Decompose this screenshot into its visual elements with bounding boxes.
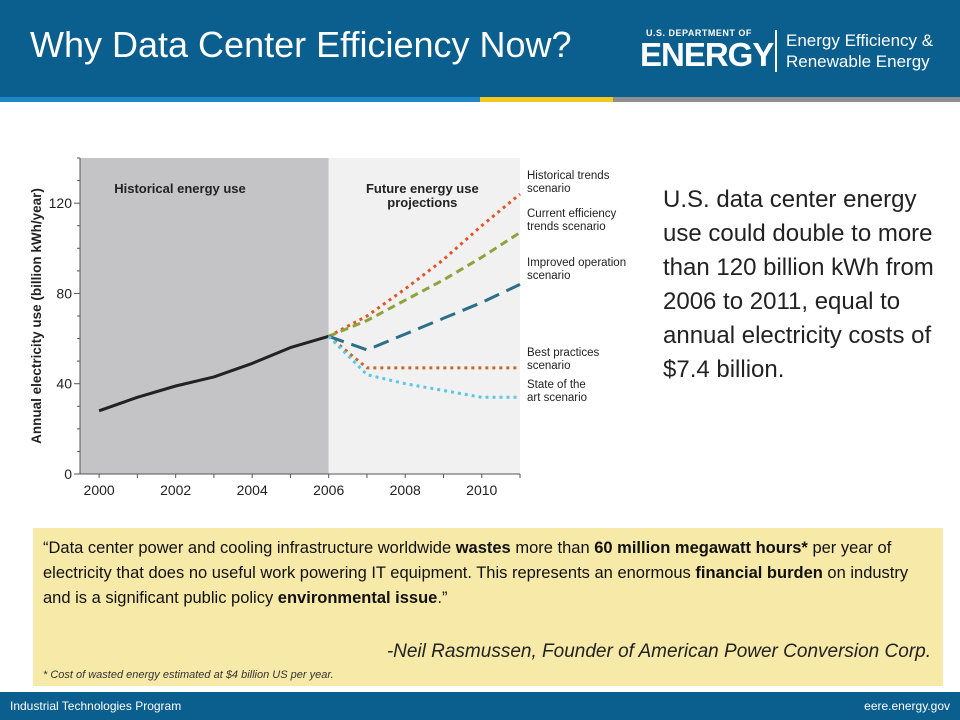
logo-eere-line1: Energy Efficiency &	[786, 31, 934, 50]
chart-y-tick-label: 40	[56, 376, 72, 392]
quote-bold-wastes: wastes	[455, 539, 511, 557]
chart-series-label-1-1: scenario	[527, 183, 570, 195]
chart-x-tick-label: 2010	[466, 482, 497, 498]
side-text: U.S. data center energy use could double…	[663, 186, 934, 383]
accent-bar-blue	[0, 97, 480, 102]
quote-bold-financial: financial burden	[695, 564, 823, 582]
chart-x-tick-label: 2002	[160, 482, 191, 498]
chart-series-label-3-1: scenario	[527, 270, 570, 282]
chart-series-label-2-1: trends scenario	[527, 221, 606, 233]
chart-x-tick-label: 2008	[390, 482, 421, 498]
chart-series-label-2-0: Current efficiency	[527, 208, 617, 220]
quote-part3: per year of electricity that does no use…	[43, 539, 892, 582]
footer-bar: Industrial Technologies Program eere.ene…	[0, 692, 960, 720]
quote-open: “Data center power and cooling infrastru…	[43, 539, 456, 557]
quote-author: -Neil Rasmussen, Founder of American Pow…	[386, 641, 931, 662]
chart-x-tick-label: 2006	[313, 482, 344, 498]
logo-divider	[775, 30, 777, 72]
chart-region-label-1-1: projections	[387, 195, 457, 210]
chart-region-0	[80, 158, 329, 474]
quote-bold-megawatt: 60 million megawatt hours*	[594, 539, 808, 557]
chart-region-label-0-0: Historical energy use	[114, 181, 246, 196]
quote-part4: on industry and is a significant public …	[43, 564, 909, 607]
accent-bar-yellow	[480, 97, 613, 102]
quote-footnote: * Cost of wasted energy estimated at $4 …	[43, 669, 334, 681]
chart-y-tick-label: 120	[49, 195, 73, 211]
chart-series-line-0	[98, 334, 330, 413]
chart-series-label-1-0: Historical trends	[527, 170, 610, 182]
logo-eere-line2: Renewable Energy	[786, 52, 930, 71]
chart-series-label-4-0: Best practices	[527, 347, 599, 359]
chart-series-label-4-1: scenario	[527, 360, 570, 372]
chart-series-line-1	[327, 192, 521, 338]
chart-series-line-2	[328, 231, 521, 338]
quote-text: “Data center power and cooling infrastru…	[43, 536, 933, 611]
quote-close: .”	[437, 589, 448, 607]
quote-part2: more than	[510, 539, 595, 557]
chart-y-axis-label: Annual electricity use (billion kWh/year…	[29, 188, 44, 444]
logo-dept-text: U.S. DEPARTMENT OF	[646, 28, 752, 38]
energy-use-chart: Historical energy use Future energy usepr…	[29, 157, 626, 498]
quote-bold-environmental: environmental issue	[277, 589, 438, 607]
chart-series-line-5	[327, 335, 520, 399]
quote-box: “Data center power and cooling infrastru…	[33, 528, 943, 686]
footer-program: Industrial Technologies Program	[10, 699, 182, 713]
chart-y-tick-label: 80	[56, 285, 72, 301]
accent-bar-gray	[613, 97, 960, 102]
footer-website: eere.energy.gov	[864, 699, 950, 713]
chart-region-1	[328, 158, 520, 474]
chart-series-label-3-0: Improved operation	[527, 257, 626, 269]
page-title: Why Data Center Efficiency Now?	[30, 24, 572, 65]
chart-series-label-5-0: State of the	[527, 379, 586, 391]
header-bar: Why Data Center Efficiency Now? U.S. DEP…	[0, 0, 960, 97]
chart-x-tick-label: 2004	[237, 482, 268, 498]
chart-series-label-5-1: art scenario	[527, 392, 587, 404]
chart-region-label-1-0: Future energy use	[366, 181, 479, 196]
chart-x-tick-label: 2000	[84, 482, 115, 498]
chart-y-tick-label: 0	[64, 466, 72, 482]
logo-energy-text: ENERGY	[640, 36, 774, 73]
chart-series-line-3	[328, 283, 521, 352]
chart-series-line-4	[327, 335, 520, 370]
